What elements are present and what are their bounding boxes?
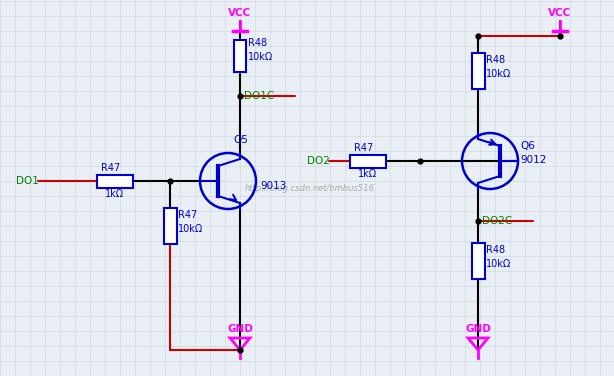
Text: GND: GND (227, 324, 253, 334)
Text: 10kΩ: 10kΩ (248, 52, 273, 62)
Text: DO1C: DO1C (244, 91, 274, 101)
Text: DO1: DO1 (16, 176, 39, 186)
Text: Q5: Q5 (233, 135, 248, 145)
Text: R47: R47 (101, 163, 120, 173)
Text: GND: GND (465, 324, 491, 334)
Bar (350, 155, 386, 167)
Text: DO2: DO2 (307, 156, 330, 166)
Text: 9013: 9013 (260, 181, 286, 191)
Text: R48: R48 (486, 55, 505, 65)
Text: 10kΩ: 10kΩ (178, 224, 203, 234)
Text: 1kΩ: 1kΩ (358, 169, 377, 179)
Text: R47: R47 (178, 210, 197, 220)
Text: 9012: 9012 (520, 155, 546, 165)
Text: R48: R48 (486, 245, 505, 255)
Text: VCC: VCC (548, 8, 572, 18)
Text: VCC: VCC (228, 8, 252, 18)
Bar (163, 208, 176, 244)
Bar (97, 174, 133, 188)
Bar (472, 53, 484, 89)
Text: 10kΩ: 10kΩ (486, 259, 511, 269)
Text: R47: R47 (354, 143, 373, 153)
Text: Q6: Q6 (520, 141, 535, 151)
Text: 1kΩ: 1kΩ (105, 189, 124, 199)
Text: DO2C: DO2C (482, 216, 512, 226)
Text: http://blog.csdn.net/bmbus516: http://blog.csdn.net/bmbus516 (245, 184, 375, 193)
Text: R48: R48 (248, 38, 267, 48)
Bar (472, 243, 484, 279)
Text: 10kΩ: 10kΩ (486, 69, 511, 79)
Bar (234, 40, 246, 72)
